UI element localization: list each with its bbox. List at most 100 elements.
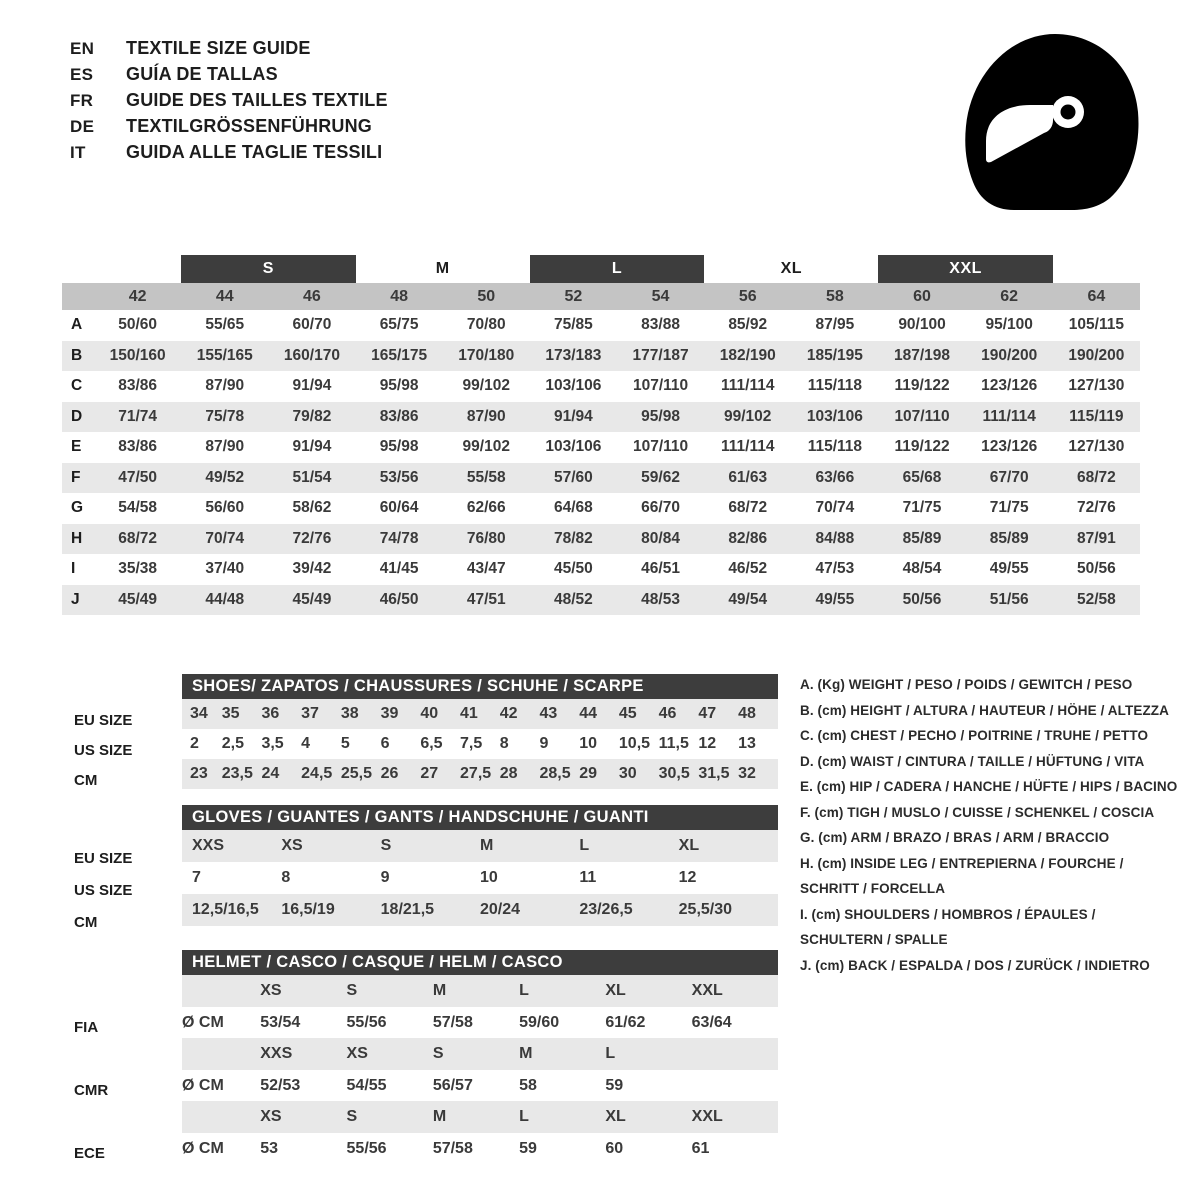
legend-line: A. (Kg) WEIGHT / PESO / POIDS / GEWITCH … — [800, 677, 1133, 692]
measurement-cell: 87/90 — [181, 371, 269, 402]
helmet-value-row: Ø CM 52/53 54/55 56/57 58 59 — [182, 1070, 778, 1101]
shoes-table: 34 35 36 37 38 39 40 41 42 43 44 45 46 47 48 2 2,5 3,5 4 5 6… — [182, 699, 778, 789]
size-band-xl: XL — [704, 255, 879, 283]
value-cell: 12 — [698, 729, 739, 759]
measurement-cell: 84/88 — [791, 523, 879, 554]
measurement-key: E — [62, 432, 95, 463]
helmet-size-cell: XL — [605, 1101, 692, 1133]
value-cell: 36 — [261, 699, 302, 729]
table-row: XXS XS S M L XL — [182, 830, 778, 862]
measurement-cell: 85/89 — [965, 523, 1053, 554]
measurement-cell: 185/195 — [791, 340, 879, 371]
value-cell: 10 — [479, 862, 580, 894]
title-row: FR GUIDE DES TAILLES TEXTILE — [70, 90, 388, 116]
value-cell: 28,5 — [539, 759, 580, 789]
helmet-value-cell: 60 — [605, 1133, 692, 1164]
measurement-cell: 76/80 — [442, 523, 530, 554]
gloves-title: GLOVES / GUANTES / GANTS / HANDSCHUHE / … — [182, 805, 778, 830]
measurement-cell: 67/70 — [965, 462, 1053, 493]
measurement-cell: 95/100 — [965, 310, 1053, 341]
measurement-cell: 63/66 — [791, 462, 879, 493]
measurement-cell: 75/85 — [529, 310, 617, 341]
helmet-unit-spacer — [182, 1038, 261, 1070]
helmet-row-labels: FIA CMR ECE — [70, 1013, 180, 1200]
table-row: C 83/86 87/90 91/94 95/98 99/102 103/106 107/11… — [62, 371, 1140, 402]
value-cell: 46 — [658, 699, 699, 729]
shoes-title: SHOES/ ZAPATOS / CHAUSSURES / SCHUHE / S… — [182, 674, 778, 699]
helmet-unit-spacer — [182, 1101, 261, 1133]
measurement-legend: A. (Kg) WEIGHT / PESO / POIDS / GEWITCH … — [800, 672, 1180, 978]
measurement-cell: 155/165 — [181, 340, 269, 371]
value-cell: 35 — [221, 699, 262, 729]
size-band-m: M — [355, 255, 530, 283]
measurement-key: B — [62, 340, 95, 371]
measurement-cell: 103/106 — [529, 432, 617, 463]
value-cell: 30,5 — [658, 759, 699, 789]
measurement-cell: 115/118 — [791, 371, 879, 402]
table-row: E 83/86 87/90 91/94 95/98 99/102 103/106 107/11… — [62, 432, 1140, 463]
measurement-cell: 70/74 — [181, 523, 269, 554]
measurement-cell: 95/98 — [355, 432, 443, 463]
measurement-key: H — [62, 523, 95, 554]
value-cell: 12 — [678, 862, 778, 894]
measurement-cell: 87/90 — [181, 432, 269, 463]
helmet-unit-label: Ø CM — [182, 1133, 261, 1164]
title-block: EN TEXTILE SIZE GUIDE ES GUÍA DE TALLAS FR GU… — [70, 38, 388, 168]
value-cell: 42 — [499, 699, 540, 729]
measurement-cell: 85/89 — [878, 523, 966, 554]
measurement-key: D — [62, 401, 95, 432]
measurement-cell: 48/52 — [529, 584, 617, 615]
measurement-cell: 107/110 — [878, 401, 966, 432]
measurement-cell: 70/80 — [442, 310, 530, 341]
legend-line: B. (cm) HEIGHT / ALTURA / HAUTEUR / HÖHE… — [800, 702, 1169, 718]
size-number-cell: 62 — [965, 283, 1053, 310]
value-cell: 2 — [182, 729, 222, 759]
gloves-label-us: US SIZE — [70, 875, 180, 907]
title-text: TEXTILGRÖSSENFÜHRUNG — [126, 116, 373, 136]
measurement-key: F — [62, 462, 95, 493]
value-cell: 9 — [539, 729, 580, 759]
measurement-cell: 119/122 — [878, 371, 966, 402]
measurement-cell: 46/51 — [616, 554, 705, 585]
legend-line: J. (cm) BACK / ESPALDA / DOS / ZURÜCK / … — [800, 957, 1150, 973]
measurement-cell: 72/76 — [268, 523, 356, 554]
helmet-size-cell: M — [432, 975, 520, 1007]
measurement-cell: 51/54 — [268, 462, 356, 493]
value-cell: 10 — [579, 729, 619, 759]
measurement-cell: 87/91 — [1052, 523, 1140, 554]
measurement-cell: 187/198 — [878, 340, 966, 371]
value-cell: 12,5/16,5 — [182, 894, 282, 926]
helmet-size-cell: S — [346, 975, 433, 1007]
measurement-cell: 71/74 — [94, 401, 182, 432]
measurement-cell: 51/56 — [965, 584, 1053, 615]
measurement-cell: 90/100 — [878, 310, 966, 341]
size-number-cell: 58 — [791, 283, 879, 310]
value-cell: 23,5 — [221, 759, 262, 789]
size-band-xxl: XXL — [878, 255, 1053, 283]
measurement-cell: 39/42 — [268, 554, 356, 585]
helmet-value-cell: 63/64 — [691, 1007, 778, 1038]
measurement-cell: 46/52 — [704, 554, 792, 585]
table-row: 7 8 9 10 11 12 — [182, 862, 778, 894]
helmet-size-header-row: XXS XS S M L — [182, 1038, 778, 1070]
measurement-key: J — [62, 584, 95, 615]
measurement-cell: 50/56 — [878, 584, 966, 615]
helmet-value-cell: 58 — [519, 1070, 606, 1101]
shoes-section: SHOES/ ZAPATOS / CHAUSSURES / SCHUHE / S… — [182, 674, 778, 789]
value-cell: 23/26,5 — [579, 894, 679, 926]
measurement-cell: 74/78 — [355, 523, 443, 554]
size-number-spacer — [62, 283, 95, 310]
helmet-value-cell: 55/56 — [346, 1133, 433, 1164]
gloves-section: GLOVES / GUANTES / GANTS / HANDSCHUHE / … — [182, 805, 778, 926]
measurement-cell: 45/49 — [94, 584, 182, 615]
value-cell: 44 — [579, 699, 619, 729]
measurement-cell: 111/114 — [704, 432, 792, 463]
size-number-cell: 42 — [94, 283, 182, 310]
helmet-size-cell: L — [519, 1101, 606, 1133]
measurement-cell: 55/58 — [442, 462, 530, 493]
measurement-cell: 115/118 — [791, 432, 879, 463]
table-row: G 54/58 56/60 58/62 60/64 62/66 64/68 66/70 68/7… — [62, 493, 1140, 524]
table-row: H 68/72 70/74 72/76 74/78 76/80 78/82 80/84 82/8… — [62, 523, 1140, 554]
helmet-size-cell: XS — [260, 1101, 347, 1133]
measurement-cell: 173/183 — [529, 340, 617, 371]
